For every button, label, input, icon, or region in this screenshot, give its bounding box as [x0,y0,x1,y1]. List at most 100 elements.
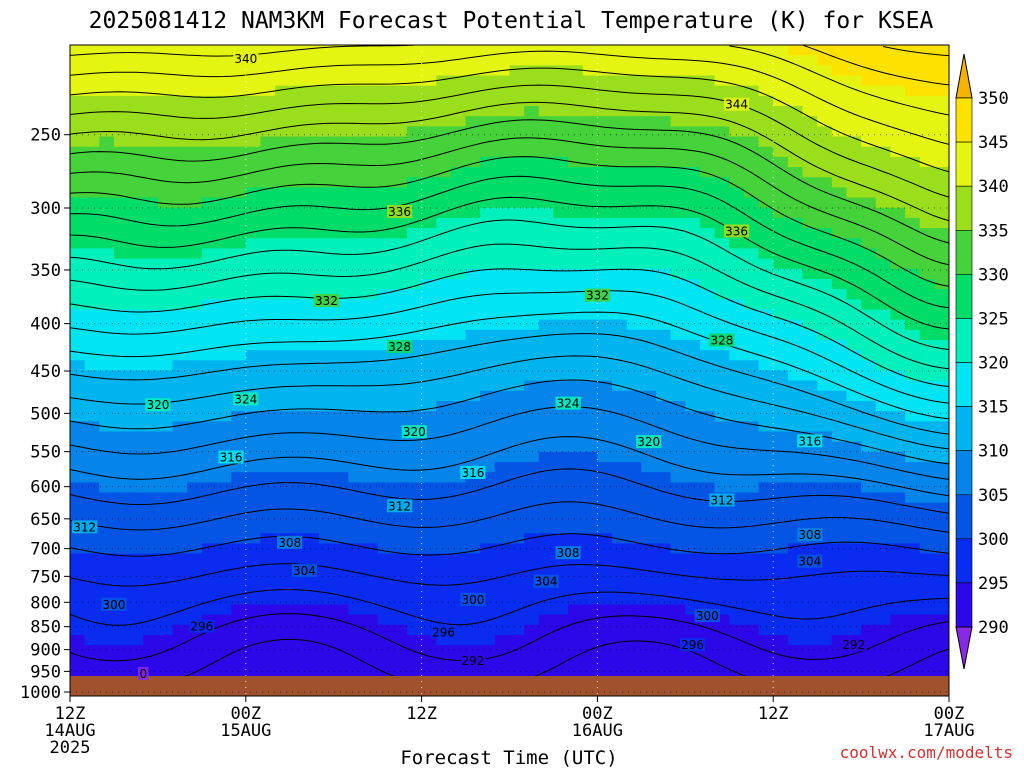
field-cell [377,401,393,412]
field-cell [538,401,555,412]
field-cell [421,512,437,524]
field-cell [231,411,247,422]
field-cell [729,421,745,433]
field-cell [363,421,379,433]
field-cell [231,187,247,199]
field-cell [758,655,774,667]
field-cell [934,390,949,402]
field-cell [70,634,86,646]
field-cell [787,187,804,199]
field-cell [538,187,555,199]
field-cell [890,573,906,585]
field-cell [743,278,760,290]
field-cell [157,543,174,555]
field-cell [743,258,760,270]
field-cell [699,167,716,178]
field-cell [568,75,584,87]
field-cell [348,665,364,676]
field-cell [113,492,130,504]
field-cell [626,573,642,585]
field-cell [509,502,525,514]
field-cell [348,655,364,667]
field-cell [494,268,511,280]
field-cell [157,156,174,168]
field-cell [875,594,891,606]
field-cell [363,584,379,595]
field-cell [641,523,657,534]
field-cell [773,248,789,260]
field-cell [128,95,144,107]
field-cell [421,482,437,494]
field-cell [875,75,891,87]
field-cell [817,360,833,372]
field-cell [685,451,701,463]
contour-label: 340 [234,52,257,66]
field-cell [450,85,467,97]
field-cell [729,441,745,453]
field-cell [494,441,511,453]
field-cell [670,268,686,280]
y-tick-label: 550 [30,443,61,463]
field-cell [333,350,349,361]
field-cell [553,309,569,321]
field-cell [612,116,628,127]
field-cell [641,339,657,351]
field-cell [465,268,481,280]
field-cell [714,45,730,56]
field-cell [377,573,393,585]
field-cell [450,594,467,606]
field-cell [509,146,525,158]
field-cell [348,614,364,626]
field-cell [260,126,276,138]
field-cell [406,156,423,168]
field-cell [553,502,569,514]
field-cell [743,85,760,97]
field-cell [524,472,540,483]
field-cell [758,248,774,260]
field-cell [465,380,481,392]
field-cell [670,197,686,209]
field-cell [245,45,262,56]
field-cell [289,594,305,606]
field-cell [612,360,628,372]
field-cell [494,309,511,321]
field-cell [113,309,130,321]
field-cell [494,411,511,422]
field-cell [436,604,452,616]
field-cell [919,350,935,361]
field-cell [348,502,364,514]
field-cell [729,75,745,87]
field-cell [802,238,818,250]
field-cell [406,228,423,239]
field-cell [304,309,320,321]
field-cell [99,197,115,209]
field-cell [128,350,144,361]
field-cell [377,75,393,87]
field-cell [70,462,86,473]
field-cell [626,594,642,606]
field-cell [919,228,935,239]
field-cell [187,411,203,422]
field-cell [275,187,291,199]
field-cell [157,126,174,138]
field-cell [773,55,789,66]
field-cell [685,95,701,107]
field-cell [729,645,745,656]
field-cell [641,258,657,270]
field-cell [70,624,86,636]
field-cell [260,339,276,351]
field-cell [817,543,833,555]
field-cell [245,584,262,595]
field-cell [187,248,203,260]
field-cell [656,106,672,117]
field-cell [201,299,218,311]
field-cell [568,370,584,382]
field-cell [905,360,921,372]
field-cell [436,65,452,77]
field-cell [304,278,320,290]
field-cell [216,197,232,209]
field-cell [275,675,291,676]
field-cell [568,634,584,646]
field-cell [538,655,555,667]
contour-label: 300 [461,593,484,607]
